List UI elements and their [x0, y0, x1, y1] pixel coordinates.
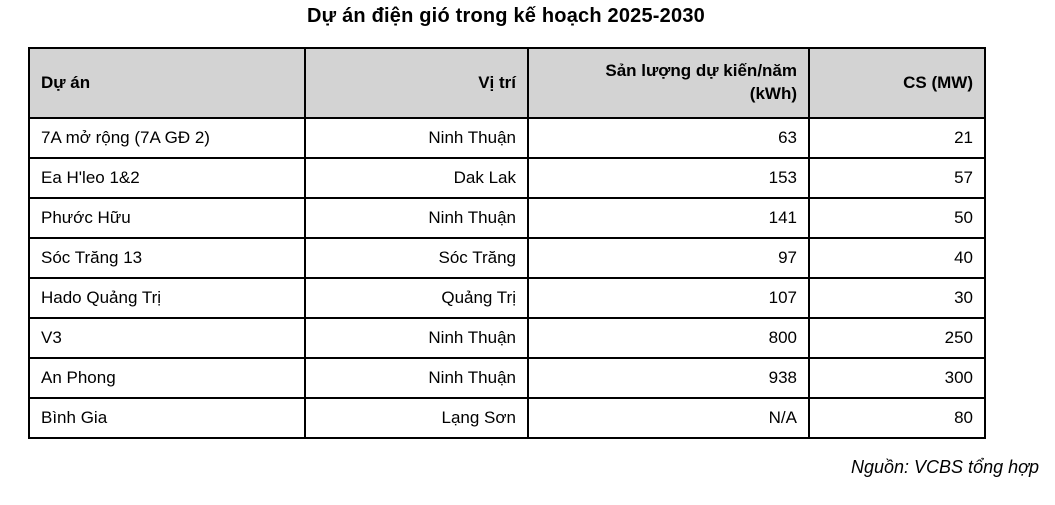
table-row: V3 Ninh Thuận 800 250: [28, 317, 986, 359]
capacity-cell: 21: [808, 117, 986, 159]
project-cell: Ea H'leo 1&2: [28, 157, 306, 199]
output-cell: N/A: [527, 397, 810, 439]
table-row: Bình Gia Lạng Sơn N/A 80: [28, 397, 986, 439]
column-header-output: Sản lượng dự kiến/năm (kWh): [527, 47, 810, 119]
location-cell: Ninh Thuận: [304, 197, 529, 239]
output-cell: 97: [527, 237, 810, 279]
capacity-cell: 300: [808, 357, 986, 399]
project-cell: An Phong: [28, 357, 306, 399]
location-cell: Ninh Thuận: [304, 357, 529, 399]
table-row: Ea H'leo 1&2 Dak Lak 153 57: [28, 157, 986, 199]
capacity-cell: 30: [808, 277, 986, 319]
column-header-location: Vị trí: [304, 47, 529, 119]
wind-projects-table: Dự án Vị trí Sản lượng dự kiến/năm (kWh)…: [28, 47, 986, 439]
column-header-capacity: CS (MW): [808, 47, 986, 119]
table-row: Hado Quảng Trị Quảng Trị 107 30: [28, 277, 986, 319]
project-cell: V3: [28, 317, 306, 359]
output-cell: 800: [527, 317, 810, 359]
table-row: Sóc Trăng 13 Sóc Trăng 97 40: [28, 237, 986, 279]
location-cell: Ninh Thuận: [304, 317, 529, 359]
capacity-cell: 80: [808, 397, 986, 439]
output-cell: 141: [527, 197, 810, 239]
header-row: Dự án Vị trí Sản lượng dự kiến/năm (kWh)…: [28, 47, 986, 119]
project-cell: Bình Gia: [28, 397, 306, 439]
source-note: Nguồn: VCBS tổng hợp: [851, 457, 1039, 477]
project-cell: Hado Quảng Trị: [28, 277, 306, 319]
project-cell: 7A mở rộng (7A GĐ 2): [28, 117, 306, 159]
table-row: 7A mở rộng (7A GĐ 2) Ninh Thuận 63 21: [28, 117, 986, 159]
table-header: Dự án Vị trí Sản lượng dự kiến/năm (kWh)…: [28, 47, 986, 119]
project-cell: Phước Hữu: [28, 197, 306, 239]
table-row: An Phong Ninh Thuận 938 300: [28, 357, 986, 399]
capacity-cell: 50: [808, 197, 986, 239]
project-cell: Sóc Trăng 13: [28, 237, 306, 279]
table-row: Phước Hữu Ninh Thuận 141 50: [28, 197, 986, 239]
table-body: 7A mở rộng (7A GĐ 2) Ninh Thuận 63 21 Ea…: [28, 117, 986, 439]
column-header-project: Dự án: [28, 47, 306, 119]
page-title: Dự án điện gió trong kế hoạch 2025-2030: [307, 5, 705, 27]
location-cell: Sóc Trăng: [304, 237, 529, 279]
output-cell: 107: [527, 277, 810, 319]
location-cell: Lạng Sơn: [304, 397, 529, 439]
location-cell: Quảng Trị: [304, 277, 529, 319]
output-cell: 63: [527, 117, 810, 159]
capacity-cell: 250: [808, 317, 986, 359]
capacity-cell: 57: [808, 157, 986, 199]
location-cell: Dak Lak: [304, 157, 529, 199]
output-cell: 153: [527, 157, 810, 199]
location-cell: Ninh Thuận: [304, 117, 529, 159]
capacity-cell: 40: [808, 237, 986, 279]
output-cell: 938: [527, 357, 810, 399]
